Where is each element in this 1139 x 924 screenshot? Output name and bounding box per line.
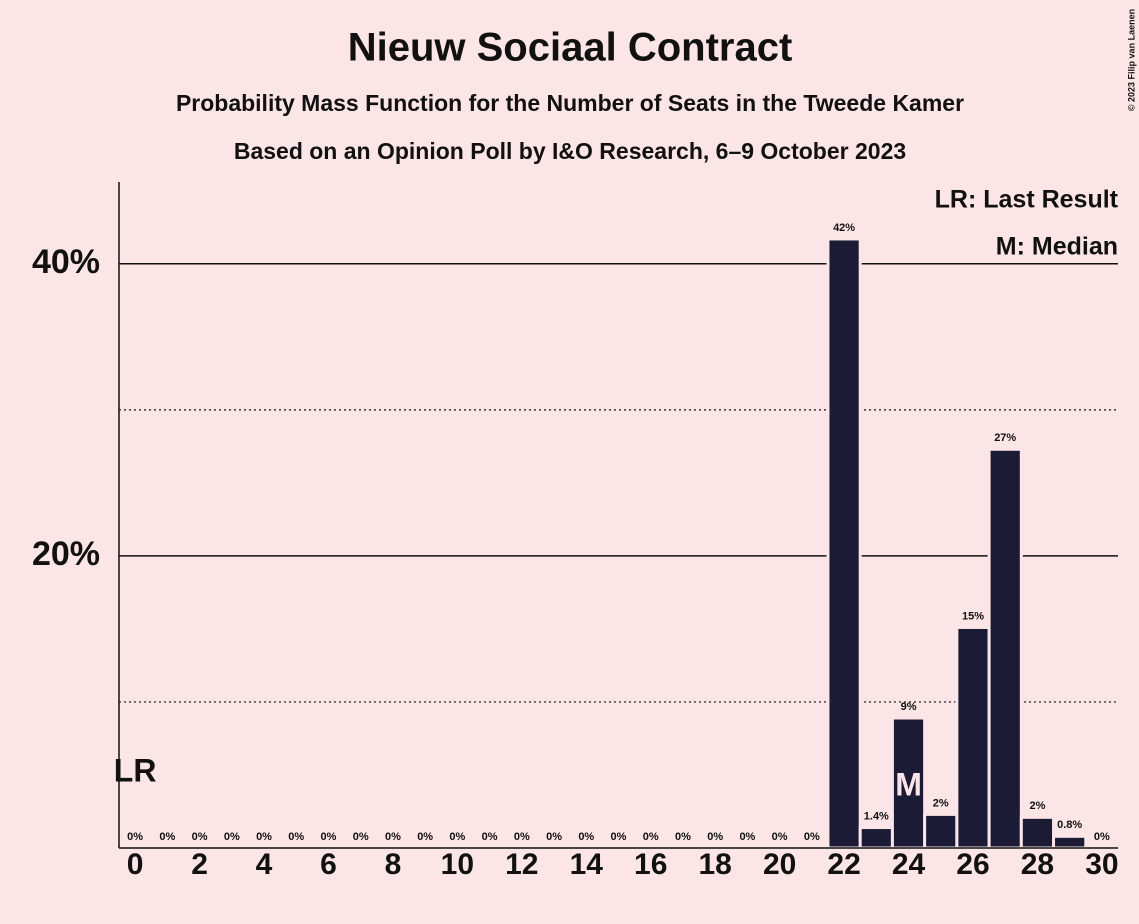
x-tick-label: 12 [505,848,538,881]
bar [955,625,991,850]
value-label: 0% [288,831,304,843]
x-tick-label: 8 [385,848,402,881]
value-label: 0% [546,831,562,843]
value-label: 0% [675,831,691,843]
value-label: 0% [224,831,240,843]
bar [826,237,862,850]
value-label: 0.8% [1057,819,1082,831]
x-tick-label: 6 [320,848,337,881]
value-label: 0% [192,831,208,843]
value-label: 0% [256,831,272,843]
bar [858,826,894,850]
x-tick-label: 14 [570,848,604,881]
x-tick-label: 28 [1021,848,1054,881]
value-label: 0% [385,831,401,843]
value-label: 0% [321,831,337,843]
value-label: 15% [962,610,984,622]
value-label: 9% [901,701,917,713]
last-result-marker: LR [114,752,157,788]
value-label: 1.4% [864,810,889,822]
x-tick-label: 18 [698,848,731,881]
bar [987,447,1023,850]
value-label: 0% [611,831,627,843]
median-marker: M [895,766,922,802]
value-label: 0% [739,831,755,843]
x-tick-label: 20 [763,848,796,881]
value-label: 0% [449,831,465,843]
value-label: 0% [578,831,594,843]
chart-subtitle: Based on an Opinion Poll by I&O Research… [234,138,906,164]
value-label: 0% [482,831,498,843]
value-label: 0% [1094,831,1110,843]
legend-entry: LR: Last Result [935,186,1119,214]
bar [1052,834,1088,850]
value-label: 2% [933,797,949,809]
value-label: 2% [1029,800,1045,812]
chart-title: Nieuw Sociaal Contract [348,26,793,70]
copyright: © 2023 Filip van Laenen [1126,9,1136,111]
x-tick-label: 10 [441,848,474,881]
y-tick-label: 20% [32,535,100,573]
value-label: 0% [514,831,530,843]
x-tick-label: 24 [892,848,926,881]
x-tick-label: 16 [634,848,667,881]
x-tick-label: 2 [191,848,208,881]
value-label: 0% [127,831,143,843]
x-tick-label: 0 [127,848,144,881]
value-label: 0% [772,831,788,843]
value-label: 42% [833,222,855,234]
legend-entry: M: Median [996,233,1118,261]
bar [1019,815,1056,850]
x-tick-label: 22 [827,848,860,881]
value-label: 0% [804,831,820,843]
bar [923,812,959,850]
value-label: 0% [353,831,369,843]
value-label: 0% [159,831,175,843]
y-tick-label: 40% [32,243,100,281]
value-label: 0% [417,831,433,843]
value-label: 27% [994,432,1016,444]
value-label: 0% [643,831,659,843]
chart-subtitle: Probability Mass Function for the Number… [176,90,964,116]
x-tick-label: 30 [1085,848,1118,881]
value-label: 0% [707,831,723,843]
x-tick-label: 4 [256,848,273,881]
x-tick-label: 26 [956,848,989,881]
